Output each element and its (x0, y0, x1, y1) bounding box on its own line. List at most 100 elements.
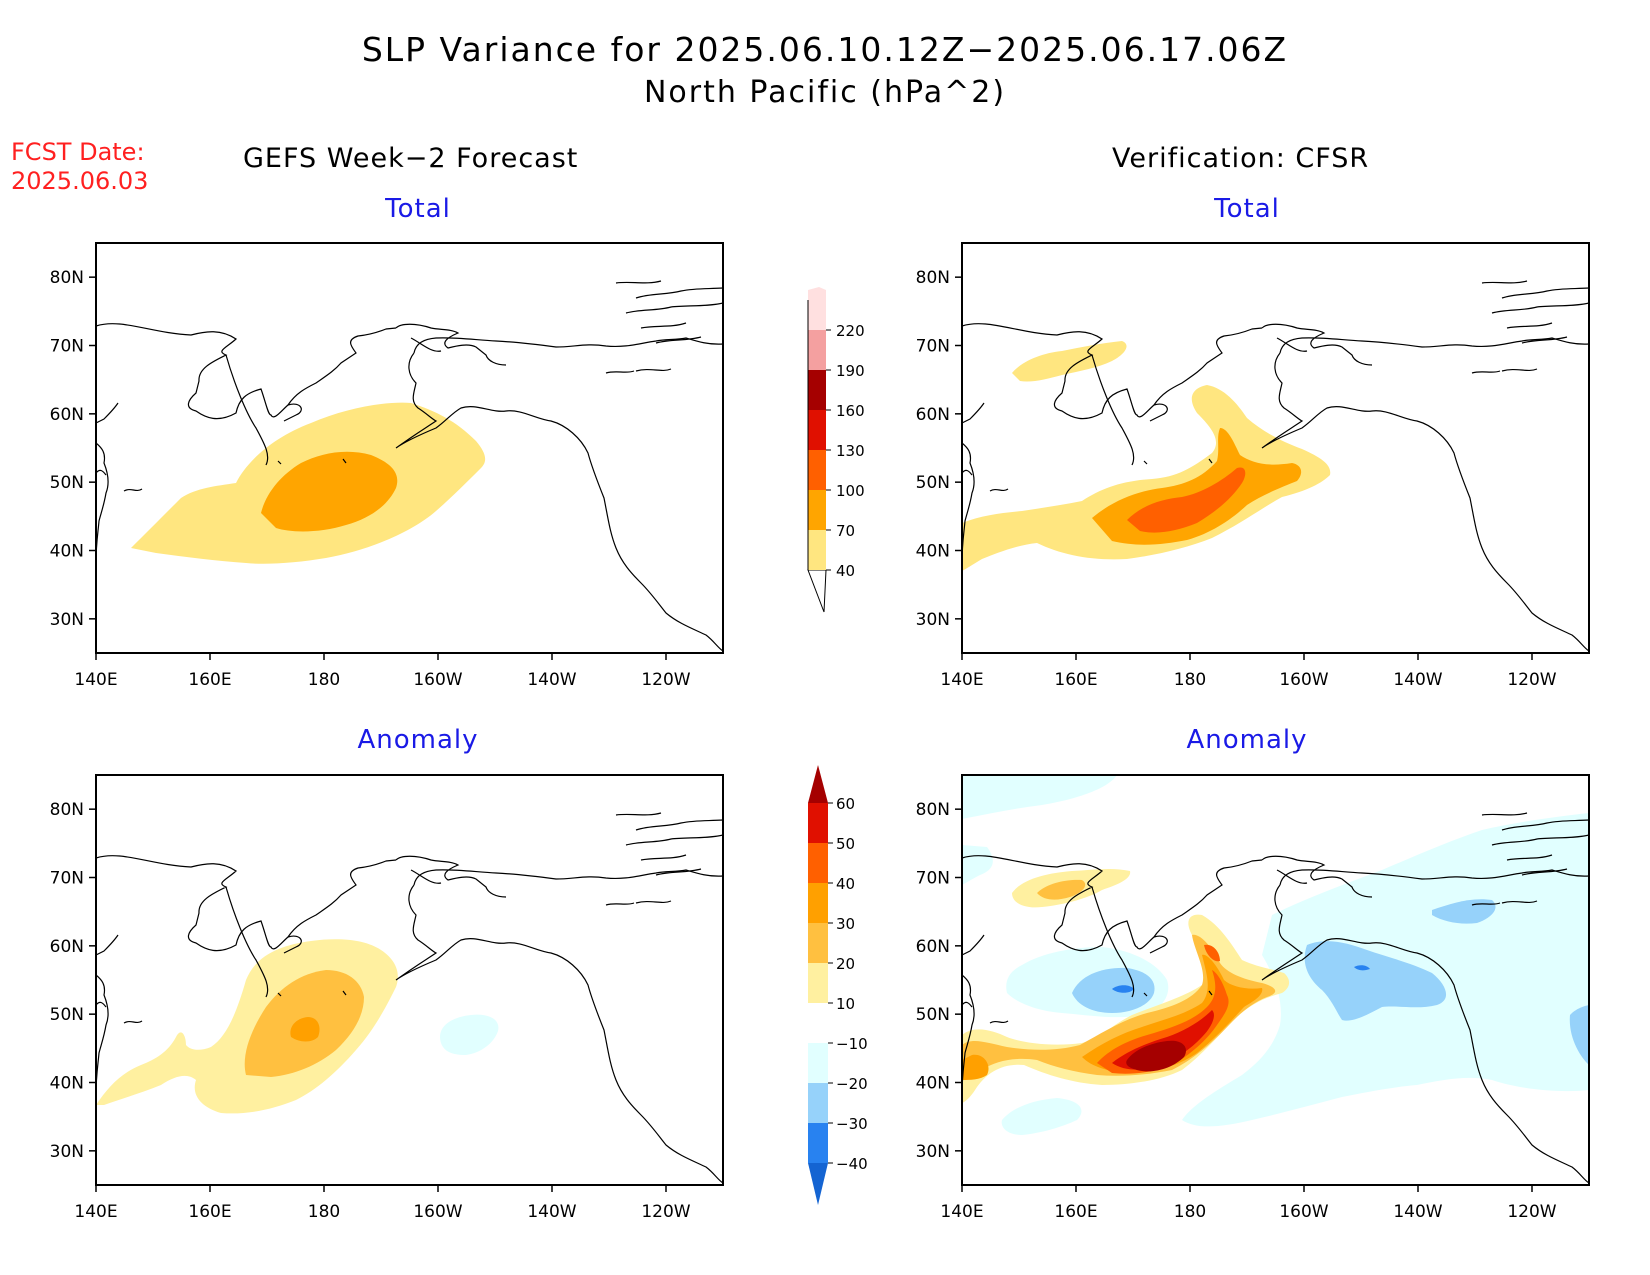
lon-tick-label: 160E (1054, 1202, 1097, 1222)
lon-tick-label: 140W (1393, 1202, 1442, 1222)
lon-tick-label: 140E (74, 670, 117, 690)
panel-tr-frame (961, 242, 1590, 654)
br-contour-neg20-farE (1569, 1005, 1589, 1065)
tr-contour-40-70-arctic (1012, 341, 1127, 382)
lon-tick-label: 180 (1174, 1202, 1206, 1222)
cbar-total-upper-tail (808, 287, 826, 290)
br-contour-neg20-east (1304, 941, 1447, 1021)
cbar-total-bin (808, 450, 826, 490)
lat-tick-label: 30N (916, 610, 950, 630)
fcst-date: FCST Date: 2025.06.03 (11, 138, 148, 196)
lat-tick-label: 40N (50, 542, 84, 562)
lat-tick-label: 60N (916, 405, 950, 425)
lat-tick-label: 70N (50, 869, 84, 889)
br-contour-neg10-nw (962, 845, 993, 885)
lon-tick-label: 140W (527, 670, 576, 690)
lon-tick-label: 120W (1507, 1202, 1556, 1222)
lat-tick-label: 80N (50, 800, 84, 820)
lon-tick-label: 160W (1279, 1202, 1328, 1222)
lon-tick-label: 160E (188, 670, 231, 690)
cbar-anom-bin (808, 1003, 828, 1043)
cbar-anom-bin (808, 1083, 828, 1123)
cbar-anom-label: 60 (836, 795, 855, 813)
br-contour-neg10-north (962, 775, 1117, 819)
lon-tick-label: 120W (641, 1202, 690, 1222)
cbar-total-label: 220 (836, 322, 865, 340)
bl-contour-30-40 (290, 1017, 320, 1042)
lon-tick-label: 160E (1054, 670, 1097, 690)
lon-tick-label: 120W (1507, 670, 1556, 690)
lon-tick-label: 140E (940, 1202, 983, 1222)
panel-tl-subtitle: Total (385, 194, 451, 224)
br-contour-neg30 (1112, 985, 1134, 993)
cbar-anom-label: −10 (836, 1035, 868, 1053)
lon-tick-label: 180 (308, 1202, 340, 1222)
cbar-total-label: 190 (836, 362, 865, 380)
cbar-anom-label: 30 (836, 915, 855, 933)
lat-tick-label: 70N (916, 337, 950, 357)
br-contour-neg20-ne (1432, 899, 1496, 924)
tr-contour-40-70 (962, 385, 1331, 571)
cbar-anom-label: 40 (836, 875, 855, 893)
main-subtitle: North Pacific (hPa^2) (643, 75, 1007, 110)
cbar-anom-bin (808, 923, 828, 963)
br-contour-gt60 (1126, 1040, 1187, 1072)
cbar-total-bin (808, 290, 826, 330)
main-title: SLP Variance for 2025.06.10.12Z−2025.06.… (361, 30, 1289, 69)
cbar-total-bin (808, 370, 826, 410)
tr-contour-100-130 (1127, 467, 1246, 533)
tl-contour-70-100 (261, 451, 398, 532)
cbar-total-label: 160 (836, 402, 865, 420)
cbar-anom-label: 50 (836, 835, 855, 853)
cbar-total-label: 130 (836, 442, 865, 460)
cbar-total-bin (808, 330, 826, 370)
lat-tick-label: 50N (50, 1005, 84, 1025)
cbar-total-bin (808, 530, 826, 570)
cbar-anom-label: −40 (836, 1155, 868, 1173)
cbar-anom-bin (808, 843, 828, 883)
cbar-anom-bin (808, 883, 828, 923)
panel-br-fields (962, 775, 1589, 1184)
lon-tick-label: 120W (641, 670, 690, 690)
lon-tick-label: 160W (1279, 670, 1328, 690)
lat-tick-label: 60N (50, 937, 84, 957)
panel-bl-frame (95, 774, 724, 1186)
lon-tick-label: 140E (940, 670, 983, 690)
lon-tick-label: 160W (413, 670, 462, 690)
lon-tick-label: 160W (413, 1202, 462, 1222)
panel-bl-fields (96, 812, 723, 1184)
br-contour-neg30-e (1354, 965, 1370, 971)
cbar-total-bin (808, 490, 826, 530)
cbar-anom-bin (808, 1043, 828, 1083)
panel-br-subtitle: Anomaly (1186, 725, 1308, 755)
lat-tick-label: 40N (50, 1074, 84, 1094)
lat-tick-label: 30N (50, 1142, 84, 1162)
lon-tick-label: 140W (1393, 670, 1442, 690)
fcst-date-label: FCST Date: (11, 138, 145, 166)
panel-tl-fields (96, 280, 723, 652)
cbar-anom-upper-tail (808, 765, 828, 803)
lat-tick-label: 50N (50, 473, 84, 493)
lat-tick-label: 40N (916, 542, 950, 562)
lon-tick-label: 180 (308, 670, 340, 690)
lon-tick-label: 160E (188, 1202, 231, 1222)
lat-tick-label: 30N (916, 1142, 950, 1162)
panel-tl-frame (95, 242, 724, 654)
lat-tick-label: 70N (50, 337, 84, 357)
lat-tick-label: 80N (50, 268, 84, 288)
cbar-anom-bin (808, 803, 828, 843)
right-column-header: Verification: CFSR (1112, 143, 1370, 174)
lat-tick-label: 80N (916, 268, 950, 288)
fcst-date-value: 2025.06.03 (11, 167, 149, 195)
cbar-anom-label: −20 (836, 1075, 868, 1093)
cbar-total-bin (808, 410, 826, 450)
lat-tick-label: 80N (916, 800, 950, 820)
lat-tick-label: 50N (916, 473, 950, 493)
panel-tr-subtitle: Total (1214, 194, 1280, 224)
cbar-anom-lower-tail (808, 1163, 828, 1205)
left-column-header: GEFS Week−2 Forecast (243, 143, 579, 174)
cbar-total-label: 40 (836, 562, 855, 580)
cbar-anom-bin (808, 963, 828, 1003)
br-contour-20-30-arctic (1037, 879, 1086, 900)
